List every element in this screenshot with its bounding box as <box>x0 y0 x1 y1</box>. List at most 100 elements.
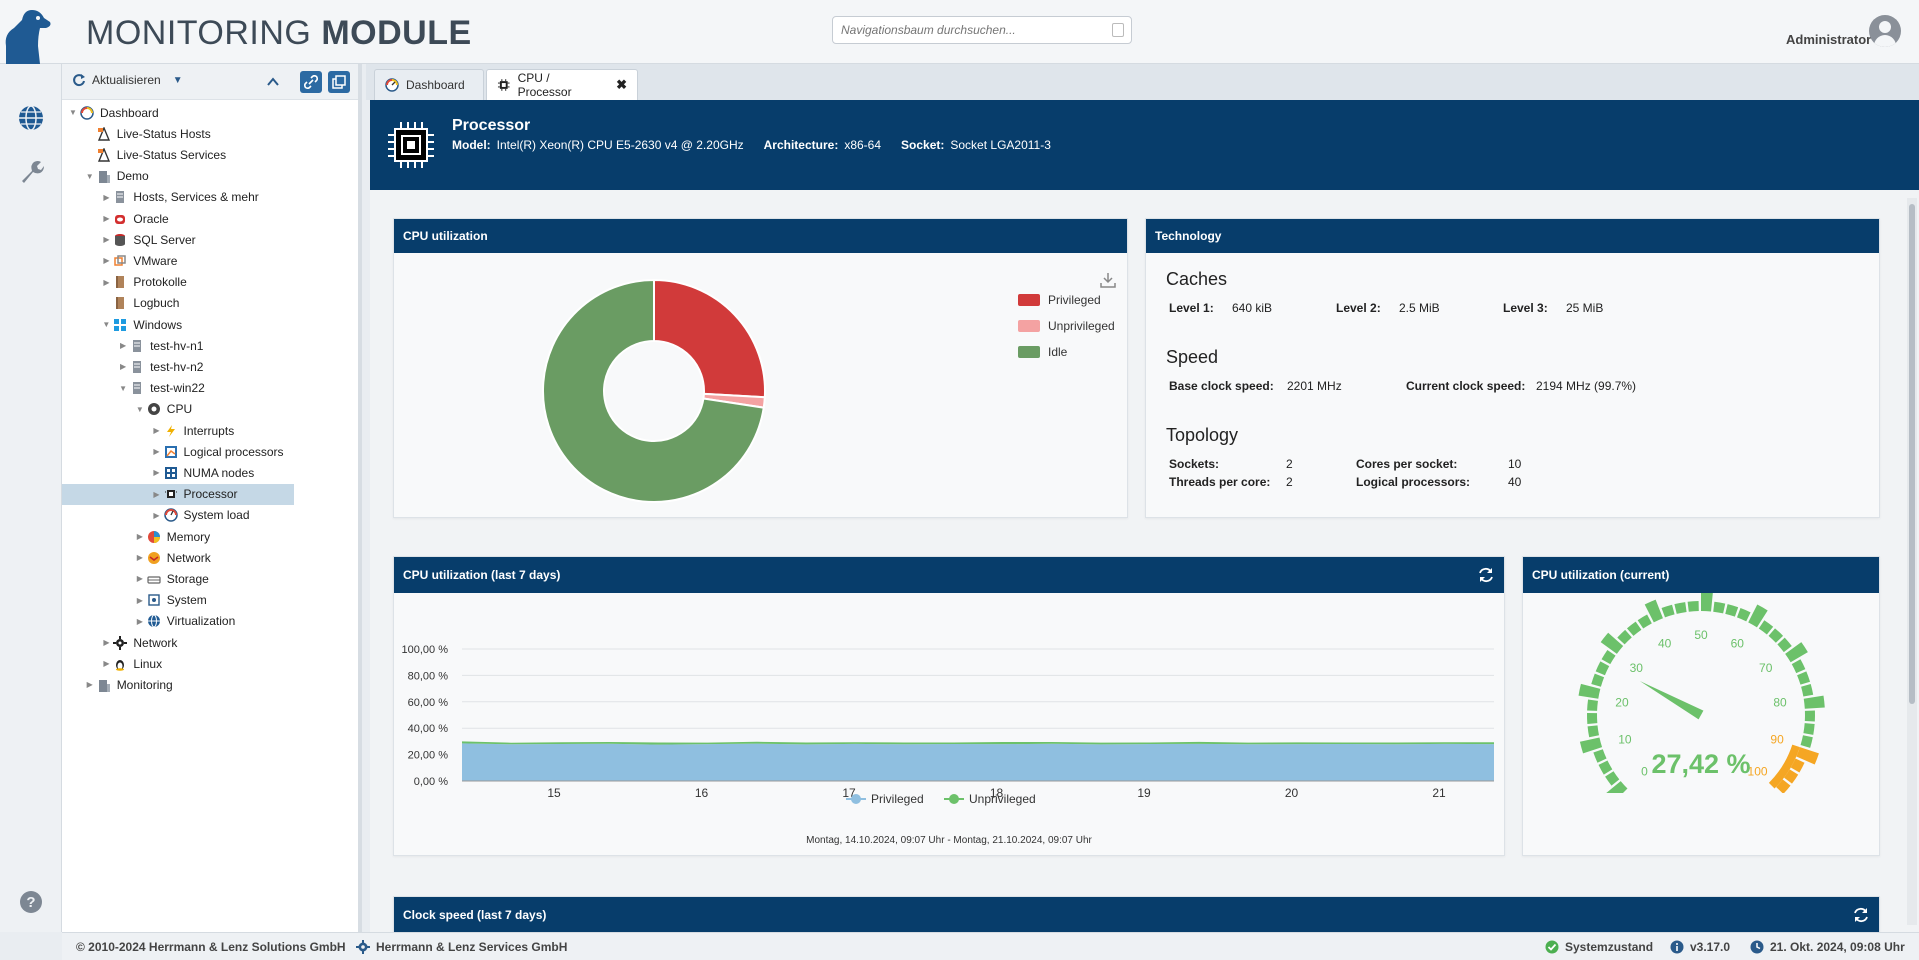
tree-node-label: Processor <box>183 487 238 502</box>
tree-node-label: Oracle <box>133 211 169 226</box>
collapsed-triangle-icon[interactable]: ▶ <box>136 532 143 541</box>
tree-node[interactable]: ▶ Hosts, Services & mehr <box>62 187 258 208</box>
caret-down-icon[interactable]: ▼ <box>172 74 183 86</box>
collapsed-triangle-icon[interactable]: ▶ <box>103 235 110 245</box>
tree-node[interactable]: ▶ test-hv-n2 <box>62 356 203 377</box>
tree-node[interactable]: ▶ test-hv-n1 <box>62 335 203 356</box>
collapsed-triangle-icon[interactable]: ▶ <box>103 277 110 287</box>
tree-node[interactable]: Logbuch <box>62 293 179 314</box>
collapsed-triangle-icon[interactable]: ▶ <box>103 638 110 647</box>
tab-dashboard[interactable]: Dashboard <box>374 69 484 100</box>
help-icon[interactable]: ? <box>13 884 49 920</box>
content-scrollbar[interactable] <box>1907 198 1917 925</box>
download-icon[interactable] <box>1099 271 1117 289</box>
collapsed-triangle-icon[interactable]: ▶ <box>103 659 110 669</box>
collapsed-triangle-icon[interactable]: ▶ <box>136 595 143 605</box>
user-avatar-icon[interactable] <box>1869 15 1901 47</box>
collapsed-triangle-icon[interactable]: ▶ <box>86 680 93 690</box>
refresh-button[interactable]: Aktualisieren ▼ <box>72 73 183 87</box>
tree-node[interactable]: ▶ Monitoring <box>62 674 173 695</box>
refresh-icon[interactable] <box>1477 566 1495 584</box>
windows-stack-icon[interactable] <box>328 71 350 93</box>
collapsed-triangle-icon[interactable]: ▶ <box>103 192 110 202</box>
collapsed-triangle-icon[interactable]: ▶ <box>120 341 127 351</box>
gauge-segment <box>1768 628 1784 643</box>
legend-item-unprivileged[interactable]: Unprivileged <box>944 792 1036 806</box>
tree-node[interactable]: ▶ Network <box>62 547 211 568</box>
gauge-icon <box>163 508 178 523</box>
user-name[interactable]: Administrator <box>1786 32 1872 47</box>
link-icon[interactable] <box>300 71 322 93</box>
collapse-up-icon[interactable] <box>262 71 284 93</box>
collapsed-triangle-icon[interactable]: ▶ <box>103 256 110 266</box>
collapsed-triangle-icon[interactable]: ▶ <box>153 426 160 435</box>
tree-node[interactable]: ▶ VMware <box>62 250 177 271</box>
services-text: Herrmann & Lenz Services GmbH <box>376 940 568 954</box>
tree-node[interactable]: ▶ Protokolle <box>62 272 186 293</box>
datetime-text: 21. Okt. 2024, 09:08 Uhr <box>1770 940 1905 954</box>
tree-node[interactable]: ▶ System load <box>62 505 249 526</box>
collapsed-triangle-icon[interactable]: ▶ <box>103 214 110 223</box>
legend-item-unprivileged[interactable]: Unprivileged <box>1018 313 1115 339</box>
expanded-triangle-icon[interactable]: ▼ <box>69 108 77 117</box>
gauge-segment <box>1579 737 1603 754</box>
expanded-triangle-icon[interactable]: ▼ <box>102 320 111 329</box>
refresh-icon[interactable] <box>1852 906 1870 924</box>
tree-node[interactable]: ▶ Memory <box>62 526 210 547</box>
legend-item-privileged[interactable]: Privileged <box>1018 287 1115 313</box>
tree-node[interactable]: Live-Status Services <box>62 144 226 165</box>
scrollbar-thumb[interactable] <box>1909 204 1915 704</box>
cpu-utilization-title: CPU utilization <box>403 229 488 243</box>
tree-node[interactable]: ▼ test-win22 <box>62 378 205 399</box>
tree-node[interactable]: ▼ Dashboard <box>62 102 159 123</box>
tree-node[interactable]: Live-Status Hosts <box>62 123 211 144</box>
expanded-triangle-icon[interactable]: ▼ <box>135 404 144 414</box>
tree-node[interactable]: ▼ CPU <box>62 399 192 420</box>
tree-node[interactable]: ▶ Linux <box>62 653 162 674</box>
gauge-segment <box>1587 699 1598 711</box>
tab-cpu-processor[interactable]: CPU / Processor ✖ <box>486 69 638 100</box>
tree-node[interactable]: ▶ Virtualization <box>62 611 236 632</box>
legend-marker <box>851 794 861 804</box>
pie-slice-idle[interactable] <box>542 278 765 503</box>
tree-node[interactable]: ▶ Processor <box>62 483 294 505</box>
tree-node[interactable]: ▶ Logical processors <box>62 441 283 462</box>
tree-node[interactable]: ▶ Storage <box>62 568 209 589</box>
tree-node[interactable]: ▶ Oracle <box>62 208 169 229</box>
tree-node[interactable]: ▶ System <box>62 590 207 611</box>
gauge-segment <box>1725 604 1739 617</box>
building-icon <box>98 679 110 692</box>
tree-node[interactable]: ▼ Demo <box>62 166 149 187</box>
tree-node[interactable]: ▶ NUMA nodes <box>62 462 254 483</box>
version-info[interactable]: v3.17.0 <box>1670 940 1730 954</box>
tree-node[interactable]: ▶ Interrupts <box>62 420 234 441</box>
live-status-icon <box>97 147 110 162</box>
collapsed-triangle-icon[interactable]: ▶ <box>120 362 127 372</box>
legend-item-privileged[interactable]: Privileged <box>846 792 924 806</box>
wrench-icon[interactable] <box>13 154 49 190</box>
collapsed-triangle-icon[interactable]: ▶ <box>136 553 143 563</box>
pie-slice-privileged[interactable] <box>653 278 766 399</box>
collapsed-triangle-icon[interactable]: ▶ <box>136 574 143 584</box>
tree-node-label: Network <box>166 550 211 565</box>
collapsed-triangle-icon[interactable]: ▶ <box>153 468 160 478</box>
collapsed-triangle-icon[interactable]: ▶ <box>136 616 143 626</box>
collapsed-triangle-icon[interactable]: ▶ <box>153 447 160 457</box>
legend-label: Privileged <box>871 792 924 806</box>
tree-search-box[interactable] <box>832 16 1132 44</box>
system-status[interactable]: Systemzustand <box>1545 940 1653 954</box>
tree-node[interactable]: ▼ Windows <box>62 314 182 335</box>
globe-icon[interactable] <box>13 100 49 136</box>
expanded-triangle-icon[interactable]: ▼ <box>119 383 128 393</box>
tree-node[interactable]: ▶ Network <box>62 632 177 653</box>
gauge-segment <box>1591 673 1605 687</box>
services-link[interactable]: Herrmann & Lenz Services GmbH <box>356 940 567 954</box>
legend-item-idle[interactable]: Idle <box>1018 339 1115 365</box>
collapsed-triangle-icon[interactable]: ▶ <box>153 489 160 499</box>
close-tab-icon[interactable]: ✖ <box>616 77 627 92</box>
tree-node[interactable]: ▶ SQL Server <box>62 229 195 250</box>
expanded-triangle-icon[interactable]: ▼ <box>85 171 94 181</box>
copyright: © 2010-2024 Herrmann & Lenz Solutions Gm… <box>76 940 346 954</box>
collapsed-triangle-icon[interactable]: ▶ <box>153 510 160 520</box>
tree-search-input[interactable] <box>841 17 1111 43</box>
